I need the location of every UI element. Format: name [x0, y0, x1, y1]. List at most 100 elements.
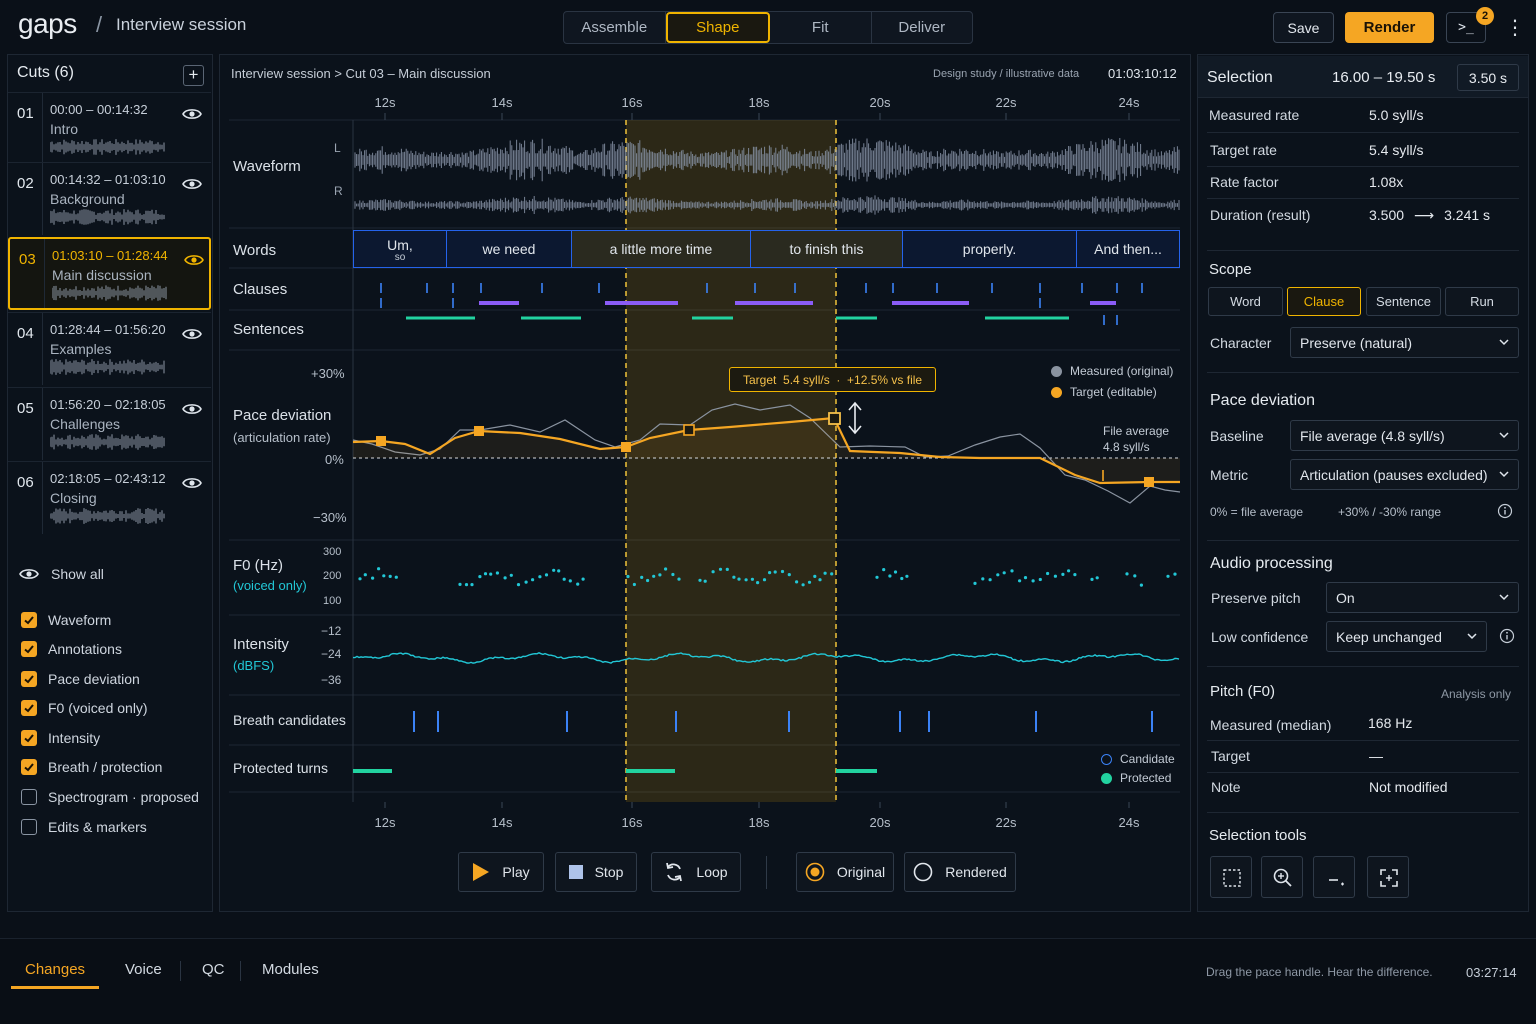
tab-changes[interactable]: Changes: [25, 961, 86, 978]
rendered-radio[interactable]: Rendered: [904, 852, 1016, 892]
metric-select[interactable]: Articulation (pauses excluded): [1290, 459, 1519, 490]
legend-protected-label: Protected: [1120, 771, 1172, 785]
row-sublabel-pace: (articulation rate): [233, 430, 331, 445]
pitch-note-label: Note: [1211, 779, 1241, 795]
info-icon[interactable]: [1499, 628, 1515, 644]
checkbox-checked-icon[interactable]: [21, 612, 37, 628]
add-cut-button[interactable]: +: [183, 65, 204, 86]
loop-button[interactable]: Loop: [651, 852, 741, 892]
f0-point: [900, 576, 904, 581]
checkbox-checked-icon[interactable]: [21, 700, 37, 716]
checkbox-unchecked-icon[interactable]: [21, 789, 37, 805]
cut-item[interactable]: 03 01:03:10 – 01:28:44 Main discussion: [8, 237, 211, 310]
session-title: Interview session: [116, 15, 247, 34]
character-select[interactable]: Preserve (natural): [1290, 327, 1519, 358]
scope-word-button[interactable]: Word: [1208, 287, 1283, 316]
measured-rate-label: Measured rate: [1209, 107, 1300, 123]
cut-item[interactable]: 04 01:28:44 – 01:56:20 Examples: [8, 312, 211, 385]
eye-icon[interactable]: [184, 253, 206, 269]
word-segment[interactable]: a little more time: [572, 231, 751, 267]
f0-point: [552, 568, 556, 572]
breadcrumb: Interview session > Cut 03 – Main discus…: [231, 66, 491, 81]
layer-label: Spectrogram · proposed: [48, 789, 199, 805]
divider: [1207, 772, 1519, 773]
layer-toggle[interactable]: Annotations: [21, 639, 122, 659]
f0-point: [377, 567, 381, 571]
divider: [1207, 740, 1519, 741]
pace-handle-active[interactable]: [828, 412, 841, 425]
render-button[interactable]: Render: [1345, 12, 1434, 43]
original-radio[interactable]: Original: [796, 852, 894, 892]
title-separator: /: [96, 12, 103, 37]
word-segment[interactable]: properly.: [903, 231, 1077, 267]
stop-button[interactable]: Stop: [555, 852, 637, 892]
checkbox-checked-icon[interactable]: [21, 671, 37, 687]
save-button[interactable]: Save: [1273, 12, 1334, 43]
word-segment[interactable]: Um, so: [354, 231, 447, 267]
eye-icon[interactable]: [182, 177, 204, 193]
loop-icon: [666, 862, 683, 882]
eye-icon[interactable]: [182, 107, 204, 123]
f0-point: [823, 571, 827, 575]
tab-deliver[interactable]: Deliver: [898, 19, 946, 36]
f0-point: [1002, 571, 1006, 575]
eye-icon[interactable]: [182, 327, 204, 343]
eye-icon[interactable]: [182, 476, 204, 492]
f0-point: [478, 575, 482, 579]
f0-point: [489, 572, 493, 576]
scope-run-button[interactable]: Run: [1445, 287, 1519, 316]
cut-item[interactable]: 02 00:14:32 – 01:03:10 Background: [8, 162, 211, 235]
legend-candidate-label: Candidate: [1120, 752, 1175, 766]
cut-item[interactable]: 06 02:18:05 – 02:43:12 Closing: [8, 461, 211, 534]
layer-toggle[interactable]: Edits & markers: [21, 817, 147, 837]
layer-toggle[interactable]: Spectrogram · proposed: [21, 787, 199, 807]
shrink-selection-tool[interactable]: [1313, 856, 1355, 898]
cut-item[interactable]: 01 00:00 – 00:14:32 Intro: [8, 92, 211, 165]
words-track: Um, so we need a little more time to finish …: [353, 230, 1180, 268]
baseline-select[interactable]: File average (4.8 syll/s): [1290, 420, 1519, 451]
checkbox-checked-icon[interactable]: [21, 641, 37, 657]
terminal-button[interactable]: >_: [1446, 12, 1486, 43]
f0-point: [756, 581, 760, 585]
fit-selection-tool[interactable]: [1367, 856, 1409, 898]
time-tick-bottom: 20s: [870, 815, 891, 830]
layer-toggle[interactable]: F0 (voiced only): [21, 698, 148, 718]
layer-label: Intensity: [48, 730, 101, 746]
word-text: to finish this: [789, 241, 864, 257]
marquee-select-tool[interactable]: [1210, 856, 1252, 898]
pitch-target-label: Target: [1211, 748, 1250, 764]
scope-clause-button[interactable]: Clause: [1287, 287, 1361, 316]
tab-shape[interactable]: Shape: [665, 12, 770, 43]
zoom-in-tool[interactable]: [1261, 856, 1303, 898]
tab-modules[interactable]: Modules: [262, 961, 319, 978]
checkbox-checked-icon[interactable]: [21, 759, 37, 775]
checkbox-unchecked-icon[interactable]: [21, 819, 37, 835]
tab-fit[interactable]: Fit: [770, 12, 872, 43]
show-all-toggle[interactable]: Show all: [19, 566, 104, 582]
layer-toggle[interactable]: Pace deviation: [21, 669, 140, 689]
layer-toggle[interactable]: Intensity: [21, 728, 100, 748]
tab-voice[interactable]: Voice: [125, 961, 162, 978]
cut-name: Background: [50, 191, 125, 207]
preserve-pitch-select[interactable]: On: [1326, 582, 1519, 613]
f0-point: [750, 577, 755, 581]
layer-toggle[interactable]: Breath / protection: [21, 757, 162, 777]
scope-sentence-button[interactable]: Sentence: [1366, 287, 1441, 316]
word-segment[interactable]: And then...: [1077, 231, 1179, 267]
play-button[interactable]: Play: [458, 852, 544, 892]
f0-point: [1046, 571, 1050, 576]
layer-toggle[interactable]: Waveform: [21, 610, 111, 630]
low-confidence-select[interactable]: Keep unchanged: [1326, 621, 1487, 652]
eye-icon[interactable]: [182, 402, 204, 418]
word-segment[interactable]: we need: [447, 231, 572, 267]
cut-number: 03: [19, 251, 36, 268]
checkbox-checked-icon[interactable]: [21, 730, 37, 746]
tab-assemble[interactable]: Assemble: [564, 12, 666, 43]
info-icon[interactable]: [1497, 503, 1513, 519]
metric-label: Metric: [1210, 467, 1249, 483]
cut-item[interactable]: 05 01:56:20 – 02:18:05 Challenges: [8, 387, 211, 460]
tab-qc[interactable]: QC: [202, 961, 225, 978]
f0-point: [762, 578, 767, 582]
word-segment[interactable]: to finish this: [751, 231, 903, 267]
